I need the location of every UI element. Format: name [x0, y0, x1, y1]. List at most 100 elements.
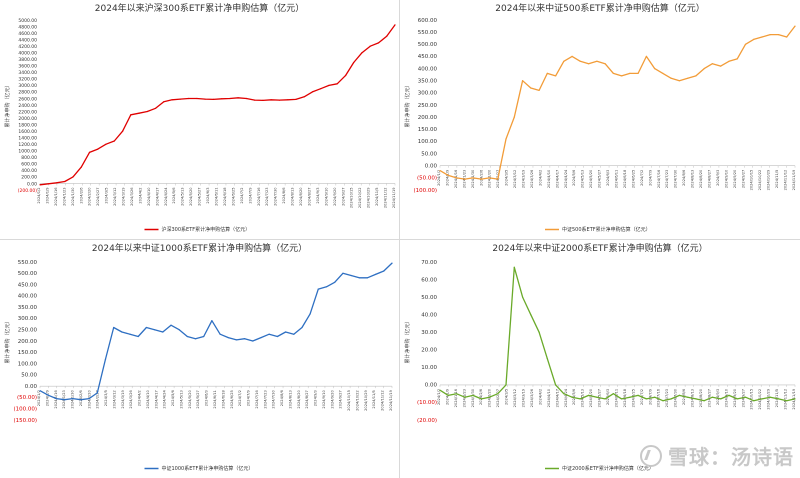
- data-point: [188, 97, 190, 100]
- x-tick-label: 2024/5/20: [188, 389, 192, 408]
- x-tick-label: 2024/8/20: [297, 389, 301, 408]
- data-point: [80, 166, 82, 168]
- data-point: [383, 270, 385, 272]
- x-tick-label: 2024/6/18: [221, 389, 225, 408]
- data-point: [786, 36, 788, 38]
- x-tick-label: 2024/8/27: [305, 390, 309, 408]
- data-point: [604, 63, 606, 65]
- x-tick-label: 2024/5/13: [181, 187, 185, 205]
- data-point: [472, 177, 474, 179]
- x-tick-label: 2024/8/13: [288, 390, 292, 408]
- data-point: [744, 396, 747, 398]
- x-tick-label: 2024/6/25: [230, 390, 234, 408]
- data-point: [703, 68, 705, 70]
- x-tick-label: 2024/6/11: [615, 170, 619, 188]
- y-tick-label: 350.00: [18, 305, 38, 311]
- x-tick-label: 2024/1/9: [445, 388, 449, 405]
- x-tick-label: 2024/8/20: [699, 388, 703, 407]
- data-point: [72, 398, 74, 400]
- x-tick-label: 2024/2/27: [96, 390, 100, 408]
- x-tick-label: 2024/2/27: [96, 187, 100, 205]
- data-point: [555, 75, 557, 77]
- x-tick-label: 2024/8/6: [280, 389, 284, 406]
- x-tick-label: 2024/8/13: [691, 170, 695, 188]
- y-tick-label: 1000.00: [18, 149, 37, 155]
- data-point: [678, 394, 680, 396]
- x-tick-label: 2024/1/9: [445, 169, 449, 186]
- data-point: [245, 97, 247, 100]
- data-point: [513, 266, 515, 268]
- data-point: [179, 98, 181, 100]
- chart-svg: 2024年以来沪深300系ETF累计净申购估算（亿元） 累计净申购（亿元） (200…: [4, 2, 396, 233]
- data-point: [563, 60, 565, 62]
- x-tick-label: 2024/1/2: [37, 187, 41, 203]
- y-tick-label: 30.00: [421, 330, 437, 336]
- x-tick-label: 2024/9/20: [733, 169, 737, 188]
- y-tick-label: 40.00: [421, 312, 437, 318]
- x-tick-label: 2024/9/20: [330, 389, 334, 408]
- x-tick-label: 2024/3/26: [530, 169, 534, 188]
- data-point: [480, 178, 482, 180]
- data-point: [588, 394, 590, 396]
- x-tick-label: 2024/11/12: [784, 389, 788, 410]
- x-tick-label: 2024/7/30: [674, 169, 678, 188]
- watermark-text: 雪球：汤诗语: [668, 445, 794, 469]
- x-tick-label: 2024/3/12: [513, 170, 517, 188]
- x-tick-label: 2024/4/10: [547, 388, 551, 407]
- x-tick-label: 2024/3/26: [129, 389, 133, 408]
- x-tick-label: 2024/9/3: [314, 390, 318, 406]
- data-point: [530, 314, 532, 316]
- x-tick-label: 2024/5/13: [581, 170, 585, 188]
- data-point: [244, 338, 246, 340]
- data-point: [204, 98, 206, 100]
- x-tick-label: 2024/4/24: [564, 169, 568, 188]
- data-point: [637, 394, 639, 396]
- x-tick-label: 2024/3/5: [105, 187, 109, 203]
- x-tick-label: 2024/4/17: [155, 187, 159, 205]
- data-point: [104, 358, 107, 360]
- y-tick-label: 150.00: [18, 350, 38, 356]
- data-point: [711, 396, 713, 398]
- x-tick-label: 2024/1/16: [54, 187, 58, 206]
- x-tick-label: 2024/6/18: [623, 169, 627, 188]
- data-point: [386, 35, 388, 37]
- x-tick-label: 2024/7/16: [657, 169, 661, 188]
- x-tick-label: 2024/4/2: [138, 390, 142, 406]
- chart-panel-zz1000: 2024年以来中证1000系ETF累计净申购估算（亿元） 累计净申购（亿元） (15…: [0, 240, 399, 478]
- y-tick-label: (20.00): [417, 418, 437, 424]
- x-tick-label: 2024/7/9: [648, 388, 652, 405]
- x-tick-label: 2024/2/6: [479, 169, 483, 186]
- data-point: [219, 333, 221, 335]
- x-tick-label: 2024/9/10: [724, 388, 728, 407]
- y-tick-label: 20.00: [421, 348, 437, 354]
- y-tick-label: 1600.00: [18, 129, 37, 135]
- x-tick-label: 2024/4/10: [147, 187, 151, 206]
- data-point: [670, 77, 672, 79]
- data-point: [113, 326, 115, 329]
- data-point: [522, 80, 524, 82]
- data-point: [227, 337, 229, 339]
- data-point: [369, 45, 371, 47]
- data-point: [96, 392, 98, 394]
- x-tick-label: 2024/10/22: [358, 187, 362, 208]
- y-tick-label: 0.00: [425, 164, 438, 170]
- data-point: [728, 394, 730, 396]
- data-point: [720, 398, 722, 400]
- y-axis-label: 累计净申购（亿元）: [404, 82, 411, 127]
- data-point: [645, 398, 647, 400]
- x-tick-label: 2024/7/23: [665, 170, 669, 188]
- x-tick-label: 2024/10/15: [350, 187, 354, 208]
- data-point: [645, 55, 647, 58]
- data-point: [480, 398, 482, 400]
- data-point: [328, 84, 330, 86]
- data-point: [154, 329, 156, 331]
- data-point: [571, 396, 573, 398]
- data-point: [637, 72, 639, 74]
- data-point: [358, 277, 360, 279]
- watermark: 雪球：汤诗语: [640, 441, 794, 470]
- y-tick-label: 600.00: [21, 162, 37, 168]
- x-tick-label: 2024/2/27: [496, 389, 500, 407]
- y-tick-label: 200.00: [21, 175, 37, 181]
- data-point: [538, 89, 540, 91]
- series-line: [39, 24, 396, 186]
